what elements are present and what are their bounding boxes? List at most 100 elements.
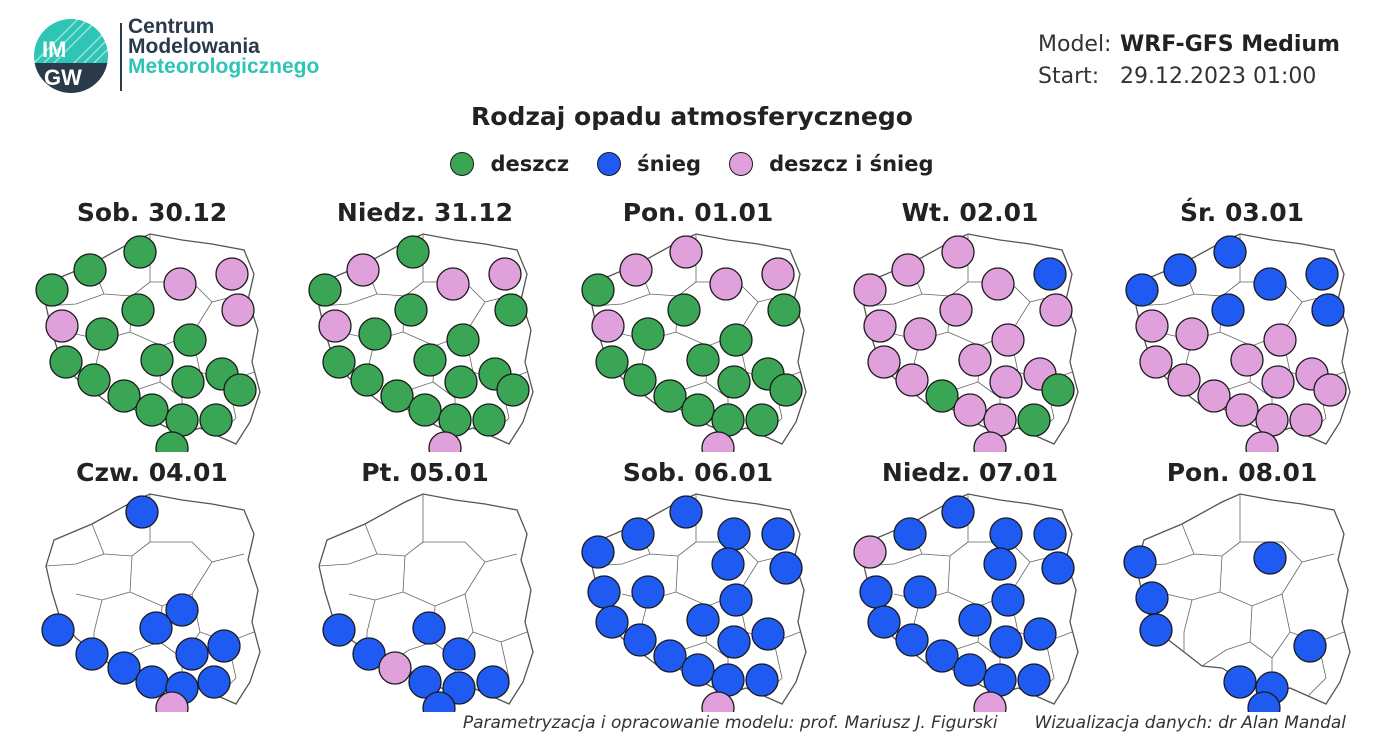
precip-dot — [941, 495, 975, 529]
region-border — [45, 553, 105, 567]
precip-dot — [719, 583, 753, 617]
precip-dot — [442, 671, 476, 705]
precip-dot — [318, 309, 352, 343]
precip-dot — [85, 317, 119, 351]
panel-date: Pon. 01.01 — [622, 198, 774, 227]
precip-dot — [1213, 235, 1247, 269]
region-border — [348, 555, 406, 601]
precip-dot — [1135, 309, 1169, 343]
precip-dot — [867, 605, 901, 639]
panel-day-3: Pon. 01.01 — [578, 198, 818, 452]
logo-divider — [120, 23, 122, 91]
precip-dot — [446, 323, 480, 357]
region-border — [1240, 541, 1303, 563]
precip-dot — [175, 637, 209, 671]
precip-dot — [165, 593, 199, 627]
credits-visualization: Wizualizacja danych: dr Alan Mandal — [1034, 713, 1346, 733]
precip-dot — [322, 613, 356, 647]
precip-dot — [1223, 665, 1257, 699]
precip-dot — [155, 431, 189, 452]
credits: Parametryzacja i opracowanie modelu: pro… — [463, 713, 1346, 733]
precip-dot — [35, 273, 69, 307]
panel-date: Niedz. 07.01 — [881, 458, 1059, 487]
precip-dot — [587, 575, 621, 609]
precip-dot — [989, 517, 1023, 551]
precip-dot — [973, 691, 1007, 712]
precip-dot — [1139, 345, 1173, 379]
region-border — [318, 553, 378, 567]
poland-map — [853, 493, 1079, 712]
precip-dot — [1039, 293, 1073, 327]
precip-dot — [983, 547, 1017, 581]
precip-dot — [621, 517, 655, 551]
legend: deszcz śnieg deszcz i śnieg — [0, 152, 1384, 176]
panel-date: Czw. 04.01 — [76, 458, 228, 487]
precip-dot — [1255, 403, 1289, 437]
precip-dot — [953, 393, 987, 427]
precip-dot — [496, 373, 530, 407]
precip-dot — [711, 663, 745, 697]
panel-day-7: Pt. 05.01 — [305, 458, 545, 712]
legend-label-snow: śnieg — [637, 152, 702, 176]
precip-dot — [1261, 365, 1295, 399]
start-value: 29.12.2023 01:00 — [1120, 63, 1317, 89]
precip-dot — [853, 273, 887, 307]
precip-dot — [380, 379, 414, 413]
precip-dot — [745, 403, 779, 437]
precip-dot — [165, 403, 199, 437]
precip-dot — [422, 691, 456, 712]
precip-dot — [1313, 373, 1347, 407]
precip-dot — [199, 403, 233, 437]
logo-text: Centrum Modelowania Meteorologicznego — [128, 15, 319, 77]
logo-mark-bottom: GW — [44, 65, 82, 90]
poland-map — [853, 233, 1079, 452]
precip-dot — [863, 309, 897, 343]
precip-dot — [701, 431, 735, 452]
panel-date: Pon. 08.01 — [1166, 458, 1318, 487]
precip-dot — [989, 625, 1023, 659]
poland-map — [581, 493, 807, 712]
precip-dot — [983, 663, 1017, 697]
precip-dot — [669, 235, 703, 269]
legend-swatch-rain — [450, 152, 475, 176]
legend-label-mixed: deszcz i śnieg — [769, 152, 934, 176]
logo-line1: Centrum — [128, 15, 215, 38]
precip-dot — [895, 623, 929, 657]
precip-dot — [49, 345, 83, 379]
precip-dot — [1197, 379, 1231, 413]
precip-dot — [761, 517, 795, 551]
precip-dot — [595, 345, 629, 379]
model-info: Model: WRF-GFS Medium Start: 29.12.2023 … — [1038, 28, 1340, 92]
precip-dot — [123, 235, 157, 269]
precip-dot — [135, 665, 169, 699]
model-key: Model: — [1038, 31, 1112, 57]
precip-dot — [1163, 253, 1197, 287]
precip-dot — [139, 611, 173, 645]
precip-dot — [378, 651, 412, 685]
poland-map — [35, 233, 261, 452]
precip-dot — [140, 343, 174, 377]
precip-dot — [223, 373, 257, 407]
panel-date: Śr. 03.01 — [1179, 198, 1305, 227]
imgw-logo: IM GW Centrum Modelowania Meteorologiczn… — [34, 15, 334, 97]
precip-dot — [711, 547, 745, 581]
precip-dot — [903, 575, 937, 609]
panel-day-1: Sob. 30.12 — [32, 198, 272, 452]
model-value: WRF-GFS Medium — [1120, 31, 1340, 57]
region-border — [1183, 599, 1193, 652]
precip-dot — [669, 495, 703, 529]
precip-dot — [1135, 581, 1169, 615]
precip-dot — [308, 273, 342, 307]
precip-dot — [322, 345, 356, 379]
panel-day-8: Sob. 06.01 — [578, 458, 818, 712]
precip-dot — [1041, 551, 1075, 585]
precip-dot — [925, 639, 959, 673]
precip-dot — [769, 373, 803, 407]
precip-dot — [428, 431, 462, 452]
precip-dot — [1245, 431, 1279, 452]
precip-dot — [75, 637, 109, 671]
legend-item-rain: deszcz — [450, 152, 569, 176]
region-border — [464, 593, 528, 643]
panel-day-10: Pon. 08.01 — [1122, 458, 1362, 712]
precip-dot — [352, 637, 386, 671]
